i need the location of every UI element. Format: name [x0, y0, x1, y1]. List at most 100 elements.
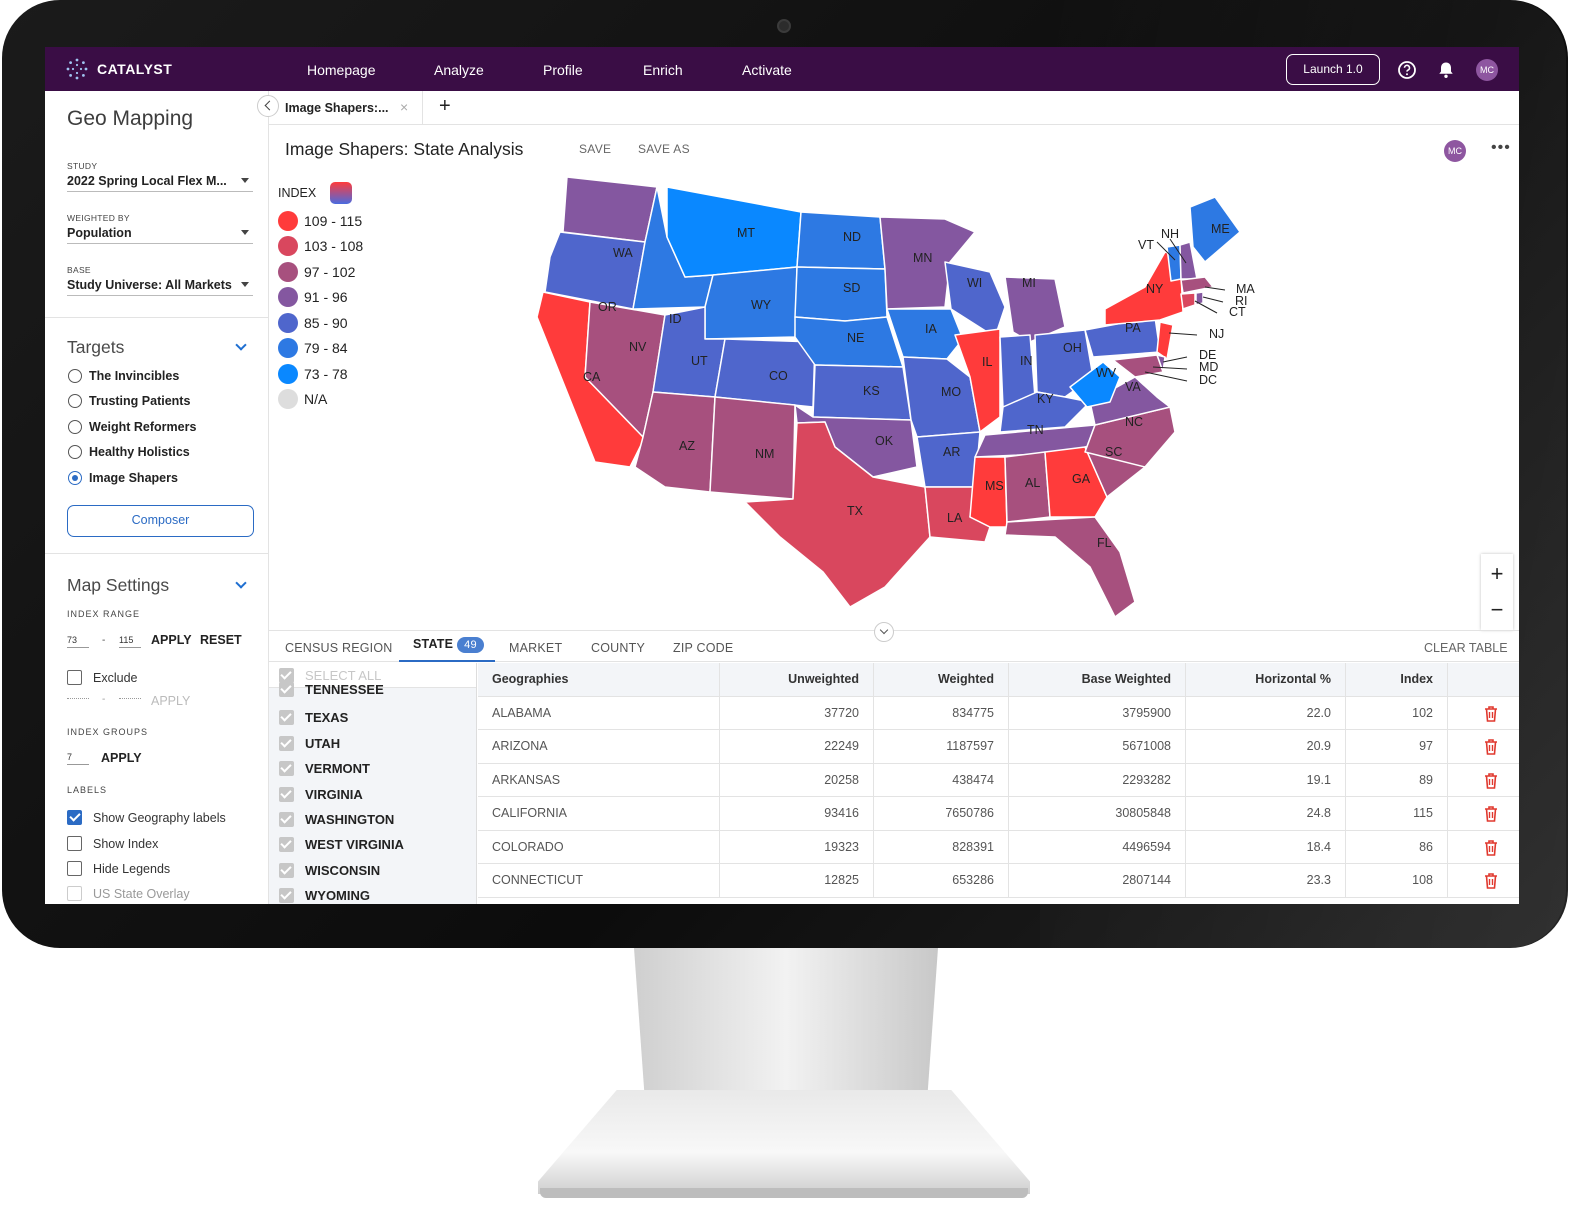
- state-checkbox[interactable]: WISCONSIN: [279, 862, 380, 878]
- tab-zip-code[interactable]: ZIP CODE: [673, 641, 734, 655]
- tab-market[interactable]: MARKET: [509, 641, 563, 655]
- base-select[interactable]: BASE Study Universe: All Markets: [67, 265, 253, 296]
- targets-chevron-icon[interactable]: [235, 339, 247, 351]
- brand[interactable]: CATALYST: [65, 57, 172, 81]
- select-all-checkbox[interactable]: SELECT ALL: [279, 668, 381, 683]
- checklist-label: TENNESSEE: [305, 682, 384, 697]
- add-tab-icon[interactable]: +: [439, 95, 451, 117]
- exclude-max-input[interactable]: [119, 696, 141, 699]
- delete-icon[interactable]: [1483, 872, 1499, 890]
- state-checkbox[interactable]: WEST VIRGINIA: [279, 837, 404, 853]
- exclude-min-input[interactable]: [67, 696, 89, 699]
- target-option-image-shapers[interactable]: Image Shapers: [68, 471, 178, 485]
- delete-icon[interactable]: [1483, 839, 1499, 857]
- column-header[interactable]: Horizontal %: [1186, 663, 1346, 697]
- target-option-healthy-holistics[interactable]: Healthy Holistics: [68, 445, 190, 459]
- checklist-label: SELECT ALL: [305, 668, 382, 683]
- range-min-input[interactable]: 73: [67, 635, 89, 648]
- weighted-by-select[interactable]: WEIGHTED BY Population: [67, 213, 253, 244]
- state-checkbox[interactable]: WYOMING: [279, 888, 370, 904]
- state-checkbox[interactable]: UTAH: [279, 735, 340, 751]
- leader-line-ma: [1204, 286, 1226, 291]
- delete-icon[interactable]: [1483, 705, 1499, 723]
- state-NM: [709, 396, 796, 500]
- state-checkbox[interactable]: TENNESSEE: [279, 682, 384, 697]
- tab-county[interactable]: COUNTY: [591, 641, 645, 655]
- leader-line-de: [1162, 356, 1188, 363]
- state-checkbox[interactable]: WASHINGTON: [279, 812, 394, 827]
- save-as-button[interactable]: SAVE AS: [638, 142, 690, 156]
- zoom-in-button[interactable]: +: [1490, 561, 1504, 586]
- nav-profile[interactable]: Profile: [543, 62, 583, 78]
- target-option-trusting-patients[interactable]: Trusting Patients: [68, 394, 190, 408]
- table-row[interactable]: CALIFORNIA 93416 7650786 30805848 24.8 115: [478, 797, 1519, 831]
- nav-analyze[interactable]: Analyze: [434, 62, 484, 78]
- delete-icon[interactable]: [1483, 772, 1499, 790]
- state-WY: [704, 266, 798, 340]
- bell-icon[interactable]: [1436, 60, 1456, 80]
- zoom-out-button[interactable]: −: [1490, 597, 1504, 622]
- target-option-invincibles[interactable]: The Invincibles: [68, 369, 179, 383]
- owner-avatar[interactable]: MC: [1444, 140, 1466, 162]
- gradient-icon[interactable]: [330, 182, 353, 204]
- show-geography-labels-checkbox[interactable]: Show Geography labels: [67, 810, 226, 825]
- tab-census-region[interactable]: CENSUS REGION: [285, 641, 393, 655]
- index-groups-input[interactable]: 7: [67, 752, 89, 765]
- nav-activate[interactable]: Activate: [742, 62, 792, 78]
- launch-button[interactable]: Launch 1.0: [1286, 54, 1380, 85]
- range-reset-button[interactable]: RESET: [200, 633, 242, 647]
- state-label: MN: [913, 251, 932, 265]
- table-row[interactable]: ARKANSAS 20258 438474 2293282 19.1 89: [478, 763, 1519, 797]
- user-avatar[interactable]: MC: [1476, 59, 1498, 81]
- state-label: GA: [1072, 472, 1091, 486]
- exclude-checkbox[interactable]: Exclude: [67, 670, 137, 685]
- index-groups-apply-button[interactable]: APPLY: [101, 751, 142, 765]
- nav-homepage[interactable]: Homepage: [307, 62, 376, 78]
- delete-icon[interactable]: [1483, 738, 1499, 756]
- state-checkbox[interactable]: VERMONT: [279, 761, 370, 777]
- state-checkbox[interactable]: TEXAS: [279, 710, 348, 726]
- map-settings-title: Map Settings: [67, 575, 170, 595]
- column-header[interactable]: Unweighted: [720, 663, 874, 697]
- range-max-input[interactable]: 115: [119, 635, 141, 648]
- us-choropleth-map[interactable]: WA OR CA NV ID MT WY UT AZ CO NM ND SD NE KS OK TX MN IA MO…: [525, 167, 1285, 637]
- table-row[interactable]: ARIZONA 22249 1187597 5671008 20.9 97: [478, 730, 1519, 764]
- column-header[interactable]: Index: [1346, 663, 1448, 697]
- exclude-apply-button[interactable]: APPLY: [151, 694, 191, 708]
- target-option-weight-reformers[interactable]: Weight Reformers: [68, 420, 196, 434]
- option-label: Hide Legends: [93, 861, 171, 876]
- column-header[interactable]: Geographies: [478, 663, 720, 697]
- option-label: Show Geography labels: [93, 810, 226, 825]
- tab-state[interactable]: STATE 49: [413, 637, 484, 653]
- nav-enrich[interactable]: Enrich: [643, 62, 683, 78]
- tab-image-shapers[interactable]: Image Shapers:... ×: [269, 91, 423, 125]
- state-checkbox[interactable]: VIRGINIA: [279, 786, 363, 802]
- delete-icon[interactable]: [1483, 805, 1499, 823]
- column-header[interactable]: Weighted: [874, 663, 1009, 697]
- composer-button[interactable]: Composer: [67, 505, 254, 537]
- column-header[interactable]: Base Weighted: [1009, 663, 1186, 697]
- clear-table-button[interactable]: CLEAR TABLE: [1424, 641, 1508, 655]
- range-apply-button[interactable]: APPLY: [151, 633, 192, 647]
- state-label: CT: [1229, 305, 1246, 319]
- more-options-icon[interactable]: •••: [1491, 139, 1511, 156]
- save-button[interactable]: SAVE: [579, 142, 612, 156]
- exclude-separator: -: [102, 694, 106, 705]
- us-state-overlay-checkbox[interactable]: US State Overlay: [67, 886, 190, 901]
- collapse-panel-icon[interactable]: [257, 95, 279, 117]
- state-MT: [666, 186, 802, 278]
- legend-item: 85 - 90: [278, 310, 363, 336]
- map-settings-chevron-icon[interactable]: [235, 577, 247, 589]
- hide-legends-checkbox[interactable]: Hide Legends: [67, 861, 170, 876]
- show-index-checkbox[interactable]: Show Index: [67, 836, 158, 851]
- table-row[interactable]: COLORADO 19323 828391 4496594 18.4 86: [478, 830, 1519, 864]
- table-row[interactable]: ALABAMA 37720 834775 3795900 22.0 102: [478, 696, 1519, 730]
- table-row[interactable]: CONNECTICUT 12825 653286 2807144 23.3 108: [478, 864, 1519, 898]
- legend-swatch: [278, 389, 298, 410]
- close-icon[interactable]: ×: [400, 99, 409, 115]
- help-icon[interactable]: [1397, 60, 1417, 80]
- collapse-map-chevron-icon[interactable]: [874, 622, 894, 642]
- study-select[interactable]: STUDY 2022 Spring Local Flex M...: [67, 161, 253, 192]
- state-FL: [1004, 516, 1136, 618]
- state-label: KY: [1037, 392, 1054, 406]
